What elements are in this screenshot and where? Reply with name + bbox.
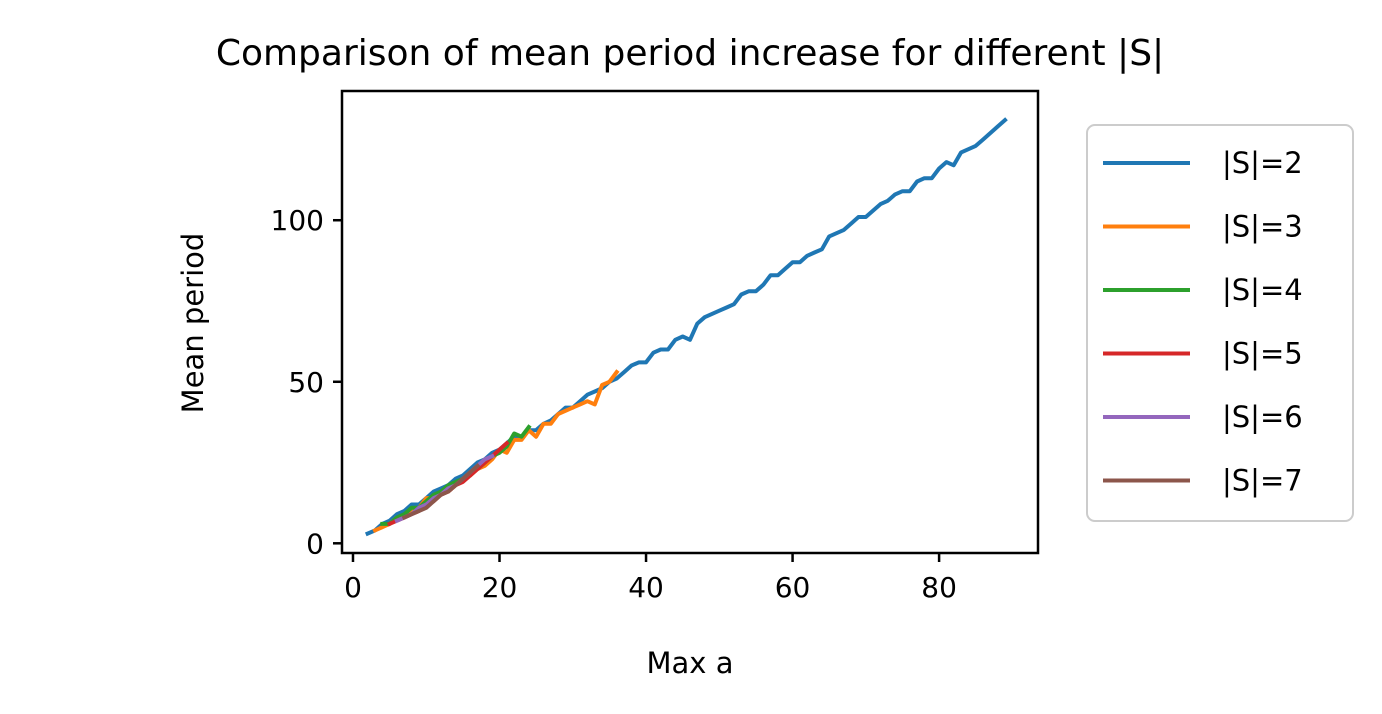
legend-label-2: |S|=3 <box>1222 210 1303 244</box>
x-tick-label: 60 <box>775 571 811 604</box>
y-axis-label: Mean period <box>176 233 210 414</box>
legend-items: |S|=2 |S|=3 |S|=4 |S|=5 |S|=6 |S|=7 <box>1103 146 1303 498</box>
y-axis-ticks: 0 50 100 <box>271 204 342 560</box>
y-tick-label: 50 <box>288 366 324 399</box>
legend: |S|=2 |S|=3 |S|=4 |S|=5 |S|=6 |S|=7 <box>1086 124 1354 522</box>
x-axis-ticks: 0 20 40 60 80 <box>344 553 957 604</box>
legend-label-5: |S|=6 <box>1222 400 1303 434</box>
x-tick-label: 40 <box>628 571 664 604</box>
plot-area-frame <box>340 89 1040 555</box>
x-tick-label: 20 <box>482 571 518 604</box>
series-line-6 <box>401 462 481 521</box>
series-line-1 <box>364 117 1008 537</box>
plot-series <box>364 117 1008 537</box>
series-line-3 <box>380 424 532 526</box>
legend-frame <box>1086 124 1354 522</box>
x-tick-label: 80 <box>921 571 957 604</box>
legend-label-4: |S|=5 <box>1222 337 1303 371</box>
legend-label-1: |S|=2 <box>1222 146 1303 180</box>
x-axis-label: Max a <box>647 646 734 680</box>
y-tick-label: 100 <box>271 204 324 237</box>
chart-title: Comparison of mean period increase for d… <box>216 33 1164 74</box>
legend-label-6: |S|=7 <box>1222 464 1303 498</box>
legend-label-3: |S|=4 <box>1222 273 1303 307</box>
x-tick-label: 0 <box>344 571 362 604</box>
y-tick-label: 0 <box>306 527 324 560</box>
